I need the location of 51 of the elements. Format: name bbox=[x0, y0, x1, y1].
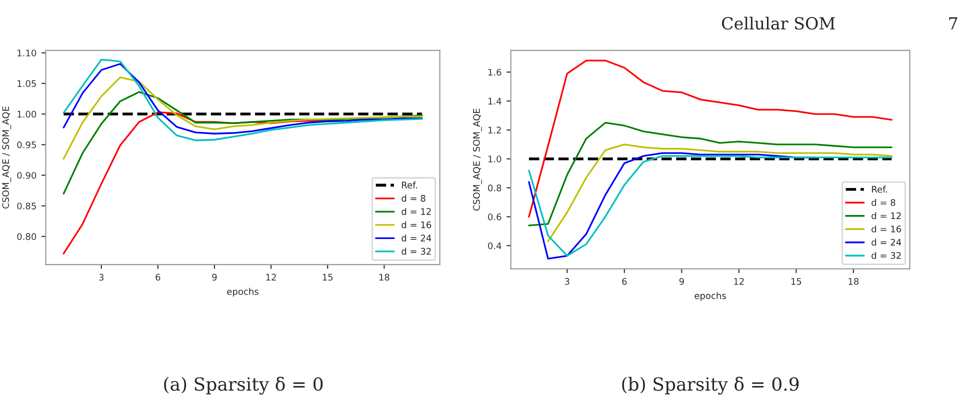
y-tick-label: 0.95 bbox=[17, 141, 36, 148]
y-tick-label: 1.0 bbox=[488, 156, 502, 162]
y-tick-label: 0.90 bbox=[17, 172, 36, 179]
y-tick-label: 0.6 bbox=[488, 213, 502, 220]
y-tick-label: 1.2 bbox=[488, 126, 501, 134]
legend-label: d = 16 bbox=[402, 221, 432, 228]
legend-label: Ref. bbox=[402, 181, 417, 188]
legend-label: d = 12 bbox=[872, 212, 901, 220]
line-series bbox=[528, 60, 892, 218]
x-axis-title: epochs bbox=[694, 292, 726, 301]
legend-label: d = 12 bbox=[402, 208, 431, 215]
x-tick-label: 9 bbox=[212, 274, 217, 281]
y-tick-label: 0.85 bbox=[17, 202, 36, 210]
y-tick-label: 0.80 bbox=[17, 233, 36, 240]
y-tick-label: 1.05 bbox=[18, 80, 36, 88]
line-series bbox=[62, 91, 423, 194]
x-tick-label: 12 bbox=[266, 274, 276, 280]
y-tick-label: 1.4 bbox=[488, 98, 502, 104]
y-tick-label: 1.00 bbox=[18, 110, 36, 118]
legend-label: d = 24 bbox=[402, 234, 432, 242]
line-series bbox=[528, 155, 892, 257]
text: (b) Sparsity δ = 0.9 bbox=[622, 376, 799, 395]
text: 7 bbox=[949, 17, 958, 30]
y-axis-title: CSOM_AQE / SOM_AQE bbox=[473, 108, 482, 211]
x-tick-label: 9 bbox=[679, 278, 684, 285]
legend-label: d = 32 bbox=[872, 252, 901, 259]
x-tick-label: 6 bbox=[622, 278, 627, 285]
legend-label: Ref. bbox=[872, 186, 887, 193]
legend-label: d = 32 bbox=[402, 248, 431, 255]
y-tick-label: 1.10 bbox=[18, 50, 36, 56]
x-tick-label: 15 bbox=[322, 274, 333, 281]
x-tick-label: 18 bbox=[848, 278, 859, 285]
line-series bbox=[528, 122, 892, 226]
y-tick-label: 0.4 bbox=[488, 242, 502, 250]
x-tick-label: 12 bbox=[734, 278, 744, 285]
y-tick-label: 1.6 bbox=[488, 68, 502, 76]
x-tick-label: 6 bbox=[156, 274, 160, 281]
y-axis-title: CSOM_AQE / SOM_AQE bbox=[2, 106, 12, 209]
legend-label: d = 8 bbox=[872, 198, 896, 206]
x-tick-label: 3 bbox=[99, 274, 104, 281]
line-series bbox=[62, 76, 423, 160]
x-tick-label: 15 bbox=[791, 278, 802, 285]
y-tick-label: 0.8 bbox=[488, 184, 502, 192]
x-tick-label: 18 bbox=[379, 274, 390, 281]
x-tick-label: 3 bbox=[564, 278, 570, 285]
text: (a) Sparsity δ = 0 bbox=[164, 376, 323, 395]
legend-label: d = 8 bbox=[402, 194, 426, 202]
text: Cellular SOM bbox=[722, 16, 835, 30]
x-axis-title: epochs bbox=[227, 288, 258, 297]
legend-label: d = 24 bbox=[872, 238, 902, 246]
legend-label: d = 16 bbox=[872, 225, 902, 232]
